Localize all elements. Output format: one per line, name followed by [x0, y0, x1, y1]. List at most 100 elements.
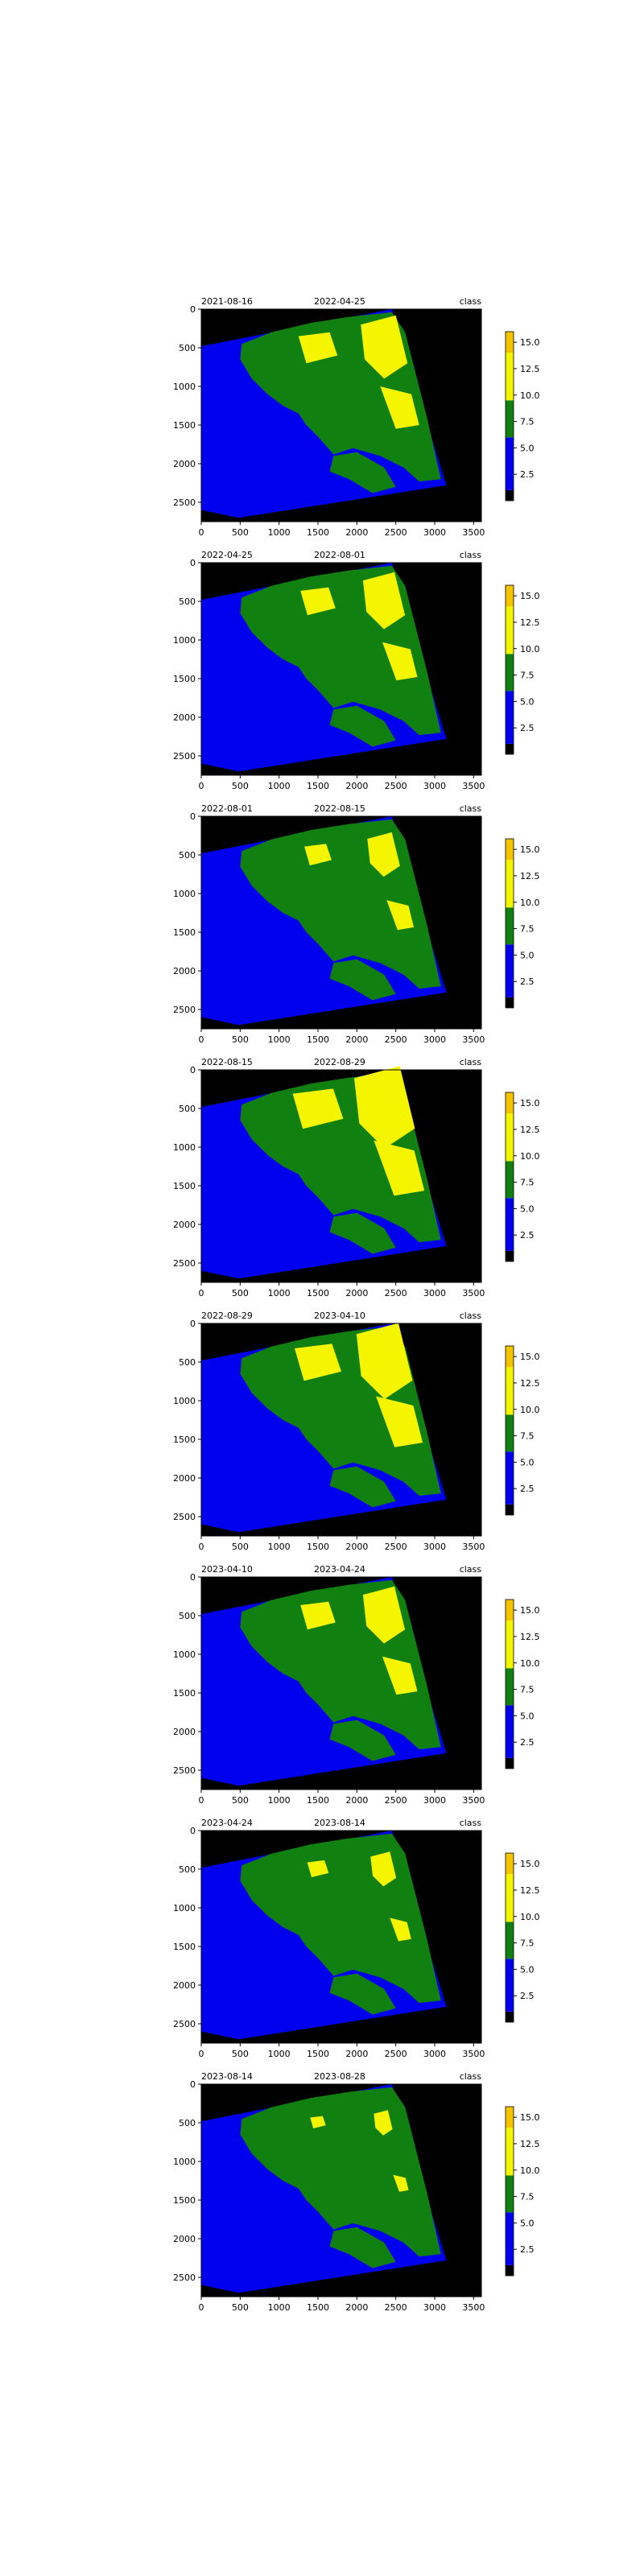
colorbar-tick-label: 15.0 [520, 2112, 540, 2123]
y-tick-label: 2500 [173, 2273, 196, 2283]
x-tick-label: 500 [232, 527, 249, 538]
colorbar-tick-label: 15.0 [520, 844, 540, 855]
y-tick-label: 2500 [173, 1765, 196, 1776]
colorbar-band [506, 400, 514, 438]
colorbar-frame [505, 1852, 514, 2023]
plot-frame [200, 815, 482, 1030]
y-tick-label: 1500 [173, 1942, 196, 1952]
panel-title-left: 2022-08-15 [201, 1057, 253, 1067]
colorbar-tick-label: 2.5 [520, 1230, 535, 1241]
y-tick-label: 500 [179, 597, 196, 607]
colorbar-tick-label: 2.5 [520, 469, 535, 480]
x-tick-label: 3500 [462, 1795, 485, 1806]
x-tick-label: 0 [199, 1288, 204, 1298]
x-tick-label: 500 [232, 1034, 249, 1045]
x-tick-label: 2500 [385, 2302, 407, 2313]
y-tick-label: 0 [190, 558, 196, 568]
x-tick-label: 0 [199, 527, 204, 538]
x-tick-label: 0 [199, 1034, 204, 1045]
y-tick-label: 0 [190, 1826, 196, 1836]
colorbar-band [506, 1620, 514, 1669]
x-tick-label: 2500 [385, 1795, 407, 1806]
colorbar-frame [505, 1092, 514, 1262]
high-class-patch [362, 1586, 406, 1644]
colorbar-tick-label: 10.0 [520, 644, 540, 654]
x-tick-label: 2000 [345, 2302, 368, 2313]
panel-title-center: 2023-04-10 [314, 1311, 365, 1321]
colorbar-band [506, 1922, 514, 1959]
colorbar-tick-label: 5.0 [520, 1711, 535, 1721]
x-tick-label: 2000 [345, 1795, 368, 1806]
panel-5: 2022-08-29 2023-04-10 class 0 500 1000 1500 200… [173, 1311, 540, 1552]
colorbar-tick-label: 15.0 [520, 1098, 540, 1108]
colorbar-tick-label: 5.0 [520, 2218, 535, 2228]
colorbar-tick-label: 7.5 [520, 1178, 535, 1188]
x-tick-label: 2000 [345, 1034, 368, 1045]
x-tick-label: 1500 [307, 1542, 329, 1552]
colorbar-band [506, 1757, 514, 1769]
colorbar-band [506, 1451, 514, 1505]
x-tick-label: 3500 [462, 1288, 485, 1298]
x-tick-label: 500 [232, 1288, 249, 1298]
y-tick-label: 2000 [173, 459, 196, 469]
plot-frame [200, 1576, 482, 1790]
y-tick-label: 2000 [173, 1220, 196, 1230]
panel-title-right: class [460, 550, 482, 560]
x-tick-label: 2500 [385, 781, 407, 791]
colorbar-frame [505, 1345, 514, 1516]
panel-title-center: 2023-04-24 [314, 1564, 365, 1575]
colorbar-tick-label: 7.5 [520, 2192, 535, 2202]
panel-2: 2022-04-25 2022-08-01 class 0 500 1000 1500 200… [173, 550, 540, 791]
colorbar-band [506, 1346, 514, 1368]
y-tick-label: 1500 [173, 674, 196, 684]
x-tick-label: 2000 [345, 2049, 368, 2059]
colorbar-tick-label: 5.0 [520, 443, 535, 453]
x-tick-label: 3000 [423, 1288, 446, 1298]
y-tick-label: 2000 [173, 966, 196, 976]
colorbar-band [506, 2175, 514, 2213]
x-tick-label: 0 [199, 2302, 204, 2313]
x-tick-label: 2500 [385, 1288, 407, 1298]
y-tick-label: 2000 [173, 712, 196, 723]
y-tick-label: 1500 [173, 927, 196, 938]
colorbar-tick-label: 2.5 [520, 1484, 535, 1494]
panel-title-left: 2022-08-01 [201, 803, 253, 814]
colorbar-frame [505, 584, 514, 755]
land-lobe [329, 959, 396, 1001]
colorbar-tick-label: 12.5 [520, 617, 540, 628]
x-tick-label: 2000 [345, 1288, 368, 1298]
colorbar-band [506, 1250, 514, 1261]
y-tick-label: 2000 [173, 1727, 196, 1737]
y-tick-label: 2500 [173, 1512, 196, 1522]
colorbar-band [506, 332, 514, 353]
colorbar-tick-label: 10.0 [520, 1912, 540, 1922]
panel-title-left: 2023-04-24 [201, 1818, 253, 1828]
y-tick-label: 1000 [173, 635, 196, 646]
panel-title-right: class [460, 2071, 482, 2082]
land-lobe [329, 1212, 396, 1254]
panel-title-right: class [460, 1311, 482, 1321]
colorbar-frame [505, 2106, 514, 2277]
colorbar-band [506, 839, 514, 861]
colorbar-tick-label: 15.0 [520, 1605, 540, 1616]
y-tick-label: 1500 [173, 420, 196, 431]
x-tick-label: 500 [232, 2302, 249, 2313]
plot-frame [200, 1830, 482, 2044]
plot-frame [200, 1323, 482, 1537]
x-tick-label: 1500 [307, 2302, 329, 2313]
y-tick-label: 1000 [173, 2157, 196, 2167]
colorbar-tick-label: 7.5 [520, 924, 535, 935]
colorbar-tick-label: 5.0 [520, 1203, 535, 1214]
high-class-patch [370, 1852, 397, 1887]
panel-8: 2023-08-14 2023-08-28 class 0 500 1000 1500 200… [173, 2071, 540, 2313]
colorbar-band [506, 2212, 514, 2265]
colorbar-band [506, 907, 514, 945]
y-tick-label: 500 [179, 1357, 196, 1368]
panel-title-right: class [460, 1818, 482, 1828]
x-tick-label: 3000 [423, 2302, 446, 2313]
y-tick-label: 0 [190, 1572, 196, 1583]
colorbar-band [506, 1161, 514, 1199]
colorbar-band [506, 1092, 514, 1114]
panel-title-center: 2022-08-01 [314, 550, 365, 560]
panel-title-center: 2023-08-14 [314, 1818, 365, 1828]
